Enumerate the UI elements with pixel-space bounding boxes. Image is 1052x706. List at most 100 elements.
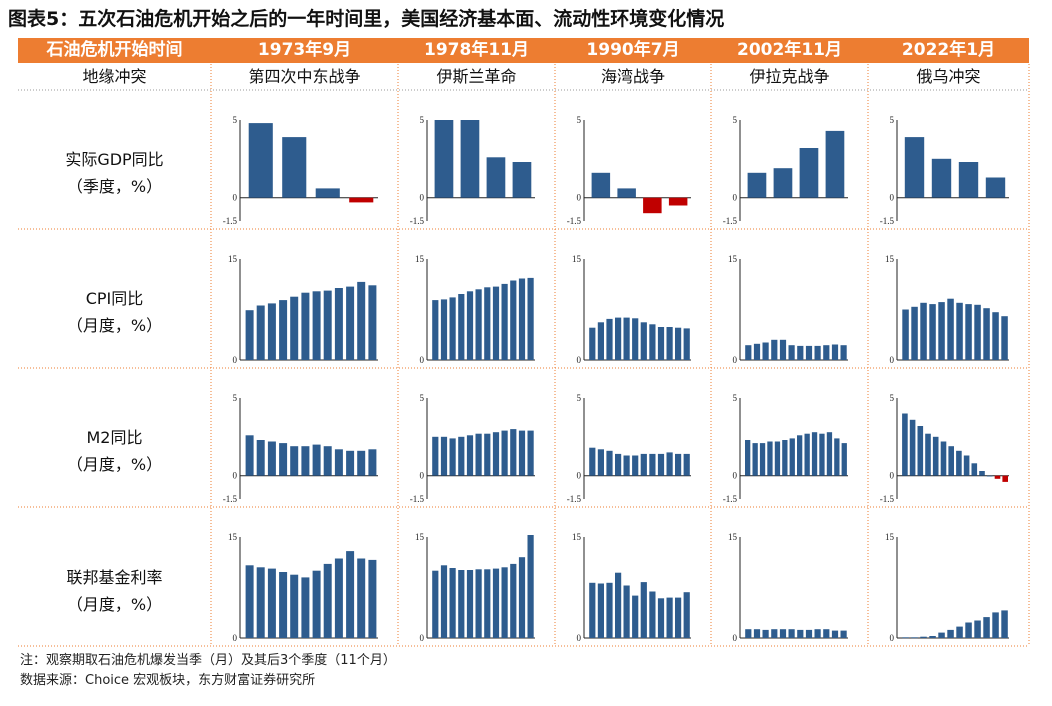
bar-m2-3 xyxy=(606,450,613,476)
y-tick-label-m2-4: 5 xyxy=(733,393,738,403)
bar-gdp-1 xyxy=(282,137,307,198)
y-tick-label-gdp-4: 5 xyxy=(733,115,738,125)
bar-m2-4 xyxy=(745,440,751,476)
bar-cpi-3 xyxy=(589,327,596,360)
bar-m2-1 xyxy=(256,440,265,476)
bar-cpi-2 xyxy=(492,286,500,360)
event-1: 第四次中东战争 xyxy=(248,67,361,86)
bar-m2-2 xyxy=(518,430,526,476)
y-tick-label-m2-3: 5 xyxy=(577,393,582,403)
bar-m2-5 xyxy=(979,471,985,476)
bar-m2-1 xyxy=(245,435,254,476)
source-note: 数据来源：Choice 宏观板块，东方财富证券研究所 xyxy=(20,673,316,688)
bar-ffr-2 xyxy=(492,568,500,638)
bar-cpi-1 xyxy=(279,300,288,360)
bar-ffr-5 xyxy=(911,637,918,639)
bar-cpi-3 xyxy=(666,327,673,360)
bar-cpi-4 xyxy=(779,339,787,360)
bar-ffr-3 xyxy=(632,595,639,638)
event-4: 伊拉克战争 xyxy=(749,67,830,86)
bar-cpi-1 xyxy=(368,285,377,360)
bar-cpi-3 xyxy=(623,317,630,360)
bar-ffr-4 xyxy=(805,629,813,638)
bar-cpi-2 xyxy=(527,277,534,360)
bar-cpi-4 xyxy=(840,345,847,360)
bar-ffr-5 xyxy=(983,617,990,638)
bar-cpi-3 xyxy=(649,324,656,360)
y-tick-label-m2-1: 0 xyxy=(233,471,238,481)
y-tick-label-ffr-2: 15 xyxy=(415,532,425,542)
bar-m2-5 xyxy=(902,413,908,476)
bar-gdp-1 xyxy=(248,123,273,198)
bar-m2-3 xyxy=(657,453,665,476)
bar-m2-5 xyxy=(932,436,939,476)
bar-cpi-5 xyxy=(974,304,981,360)
row-label-ffr-title: 联邦基金利率 xyxy=(66,568,163,587)
row-label-cpi-unit: （月度，%） xyxy=(66,316,163,335)
bar-ffr-2 xyxy=(432,570,439,638)
y-tick-label-cpi-4: 0 xyxy=(733,355,738,365)
bar-ffr-5 xyxy=(956,626,963,638)
bar-cpi-3 xyxy=(597,322,604,360)
bar-m2-2 xyxy=(475,433,482,476)
header-first-col: 石油危机开始时间 xyxy=(46,40,183,60)
event-3: 海湾战争 xyxy=(600,67,665,86)
bar-cpi-1 xyxy=(301,292,310,360)
bar-ffr-1 xyxy=(323,563,332,638)
y-tick-label-cpi-2: 0 xyxy=(420,355,425,365)
y-tick-label-ffr-3: 15 xyxy=(572,532,582,542)
y-tick-label-cpi-1: 0 xyxy=(233,355,238,365)
bar-ffr-5 xyxy=(965,622,972,638)
bar-m2-3 xyxy=(666,452,673,476)
row-label-gdp: 实际GDP同比 （季度，%） xyxy=(18,146,211,200)
bar-cpi-5 xyxy=(920,302,927,360)
bar-ffr-3 xyxy=(675,597,682,638)
bar-m2-1 xyxy=(357,450,366,476)
bar-ffr-4 xyxy=(814,629,821,638)
bar-m2-1 xyxy=(323,446,332,476)
y-tick-label-gdp-2: 0 xyxy=(420,193,425,203)
bar-gdp-4 xyxy=(825,130,845,198)
y-tick-label-ffr-3: 0 xyxy=(577,633,582,643)
y-tick-label-ffr-5: 0 xyxy=(890,633,895,643)
bar-m2-1 xyxy=(368,449,377,476)
bar-m2-5 xyxy=(986,475,993,477)
y-tick-label-gdp-2: -1.5 xyxy=(410,216,425,226)
bar-ffr-5 xyxy=(938,632,945,638)
bar-ffr-5 xyxy=(992,612,999,638)
bar-m2-3 xyxy=(597,449,604,476)
bar-ffr-1 xyxy=(267,568,276,638)
bar-ffr-3 xyxy=(649,591,656,638)
bar-gdp-4 xyxy=(773,168,793,198)
row-label-m2-title: M2同比 xyxy=(86,428,143,447)
bar-ffr-4 xyxy=(797,629,804,638)
bar-cpi-5 xyxy=(992,312,999,360)
bar-m2-4 xyxy=(834,438,840,476)
bar-ffr-2 xyxy=(527,535,534,638)
y-tick-label-m2-1: -1.5 xyxy=(223,494,238,504)
bar-ffr-4 xyxy=(745,629,752,638)
bar-m2-2 xyxy=(510,429,517,476)
bar-cpi-4 xyxy=(805,345,813,360)
bar-ffr-3 xyxy=(623,585,630,638)
row-label-gdp-title: 实际GDP同比 xyxy=(65,150,164,169)
bar-gdp-5 xyxy=(985,177,1006,198)
bar-cpi-1 xyxy=(334,288,343,360)
bar-cpi-1 xyxy=(256,305,265,360)
event-row-label: 地缘冲突 xyxy=(82,67,147,86)
bar-cpi-2 xyxy=(510,280,517,360)
bar-ffr-2 xyxy=(518,557,526,638)
bar-cpi-5 xyxy=(965,304,972,360)
bar-m2-2 xyxy=(449,438,456,476)
bar-gdp-5 xyxy=(904,137,925,198)
bar-ffr-4 xyxy=(779,629,787,638)
bar-m2-4 xyxy=(752,443,758,476)
bar-cpi-2 xyxy=(501,283,508,360)
y-tick-label-cpi-3: 15 xyxy=(572,254,582,264)
bar-m2-2 xyxy=(501,430,508,476)
y-tick-label-gdp-5: -1.5 xyxy=(880,216,895,226)
bar-ffr-4 xyxy=(823,629,830,638)
bar-ffr-3 xyxy=(597,583,604,638)
bar-m2-4 xyxy=(767,441,773,476)
